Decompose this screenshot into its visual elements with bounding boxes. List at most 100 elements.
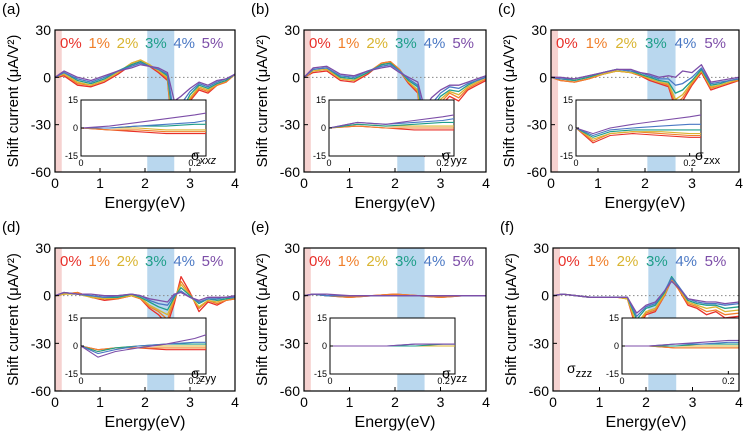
panel-letter: (a) (2, 1, 20, 18)
inset-x-tick-label: 0 (78, 158, 83, 168)
inset-series-line (330, 343, 455, 347)
y-tick-label: 0 (43, 288, 51, 304)
inset-series-line (328, 121, 454, 129)
inset-y-tick-label: 0 (614, 341, 619, 351)
strain-label: 2% (117, 253, 139, 270)
y-tick-label: 0 (292, 69, 300, 85)
strain-label: 3% (145, 253, 167, 270)
series-line-2pct (54, 59, 236, 142)
y-axis-label: Shift current (μA/V²) (254, 35, 271, 168)
x-tick-label: 0 (300, 394, 308, 410)
strain-label: 0% (309, 253, 331, 270)
x-tick-label: 0 (51, 394, 59, 410)
strain-label: 0% (60, 35, 82, 52)
y-tick-label: -30 (527, 117, 547, 133)
inset-y-tick-label: 0 (322, 341, 327, 351)
y-tick-label: -30 (31, 117, 51, 133)
inset-x-tick-label: 0.2 (437, 376, 450, 386)
series-line-2pct (552, 277, 740, 325)
series-line-5pct (303, 293, 486, 297)
y-tick-label: -30 (280, 117, 300, 133)
y-axis-label: Shift current (μA/V²) (5, 35, 22, 168)
inset-series-line (575, 127, 701, 144)
inset-y-tick-label: -15 (560, 151, 573, 161)
x-tick-label: 2 (141, 394, 149, 410)
x-tick-label: 4 (231, 175, 239, 191)
inset-series-line (575, 127, 701, 140)
infrared-shaded-region (304, 30, 311, 172)
inset-x-tick-label: 0.2 (683, 158, 696, 168)
y-tick-label: 30 (531, 22, 547, 38)
inset-x-tick-label: 0 (573, 158, 578, 168)
x-tick-label: 1 (96, 394, 104, 410)
y-tick-label: -60 (280, 164, 300, 180)
x-tick-label: 4 (735, 175, 743, 191)
infrared-shaded-region (55, 248, 62, 391)
strain-label: 3% (645, 35, 667, 52)
strain-label: 4% (173, 35, 195, 52)
y-tick-label: 0 (539, 69, 547, 85)
y-tick-label: -60 (31, 383, 51, 399)
inset-y-tick-label: 15 (68, 313, 78, 323)
strain-label: 5% (452, 35, 474, 52)
x-axis-label: Energy(eV) (605, 195, 686, 212)
inset-y-tick-label: 0 (321, 123, 326, 133)
y-axis-label: Shift current (μA/V²) (501, 35, 518, 168)
series-line-2pct (303, 62, 487, 142)
y-tick-label: -30 (280, 335, 300, 351)
x-tick-label: 3 (186, 175, 194, 191)
strain-label: 1% (338, 253, 360, 270)
panel-letter: (f) (500, 219, 514, 236)
inset-x-tick-label: 0 (78, 376, 83, 386)
series-line-3pct (303, 62, 487, 131)
strain-label: 4% (424, 253, 446, 270)
inset-x-tick-label: 0 (619, 376, 624, 386)
y-axis-label: Shift current (μA/V²) (503, 253, 520, 386)
series-line-0pct (303, 60, 487, 157)
y-tick-label: -60 (31, 164, 51, 180)
x-tick-label: 3 (688, 175, 696, 191)
y-tick-label: 0 (43, 69, 51, 85)
strain-label: 4% (675, 253, 697, 270)
x-tick-label: 2 (141, 175, 149, 191)
strain-label: 4% (424, 35, 446, 52)
infrared-shaded-region (304, 248, 311, 391)
series-line-5pct (54, 64, 236, 102)
inset-series-line (80, 127, 206, 133)
inset-plot: 150-150 0.2 (313, 95, 455, 168)
strain-label: 4% (675, 35, 697, 52)
series-line-5pct (54, 291, 236, 303)
series-line-4pct (303, 64, 487, 121)
x-tick-label: 4 (482, 394, 490, 410)
strain-label: 1% (88, 35, 110, 52)
x-tick-label: 2 (391, 175, 399, 191)
x-tick-label: 3 (186, 394, 194, 410)
x-tick-label: 3 (689, 394, 697, 410)
inset-series-line (328, 114, 455, 129)
infrared-shaded-region (55, 30, 62, 172)
strain-label: 0% (556, 35, 578, 52)
x-axis-label: Energy(eV) (355, 414, 436, 431)
inset-series-line (575, 114, 702, 135)
inset-y-tick-label: -15 (65, 151, 78, 161)
inset-x-tick-label: 0.2 (722, 376, 735, 386)
strain-label: 3% (395, 35, 417, 52)
strain-label: 5% (705, 253, 727, 270)
inset-plot: 150-150 0.2 (314, 313, 456, 386)
series-line-5pct (551, 64, 740, 83)
inset-series-line (80, 334, 207, 358)
inset-series-line (575, 127, 701, 138)
tensor-component-label: σxxz (191, 147, 217, 167)
y-tick-label: -60 (527, 164, 547, 180)
inset-x-tick-label: 0.2 (188, 158, 201, 168)
strain-label: 3% (646, 253, 668, 270)
y-tick-label: 30 (35, 22, 51, 38)
inset-y-tick-label: 15 (316, 95, 326, 105)
strain-label: 2% (117, 35, 139, 52)
x-tick-label: 1 (346, 175, 354, 191)
strain-label: 1% (587, 253, 609, 270)
inset-y-tick-label: 15 (68, 95, 78, 105)
